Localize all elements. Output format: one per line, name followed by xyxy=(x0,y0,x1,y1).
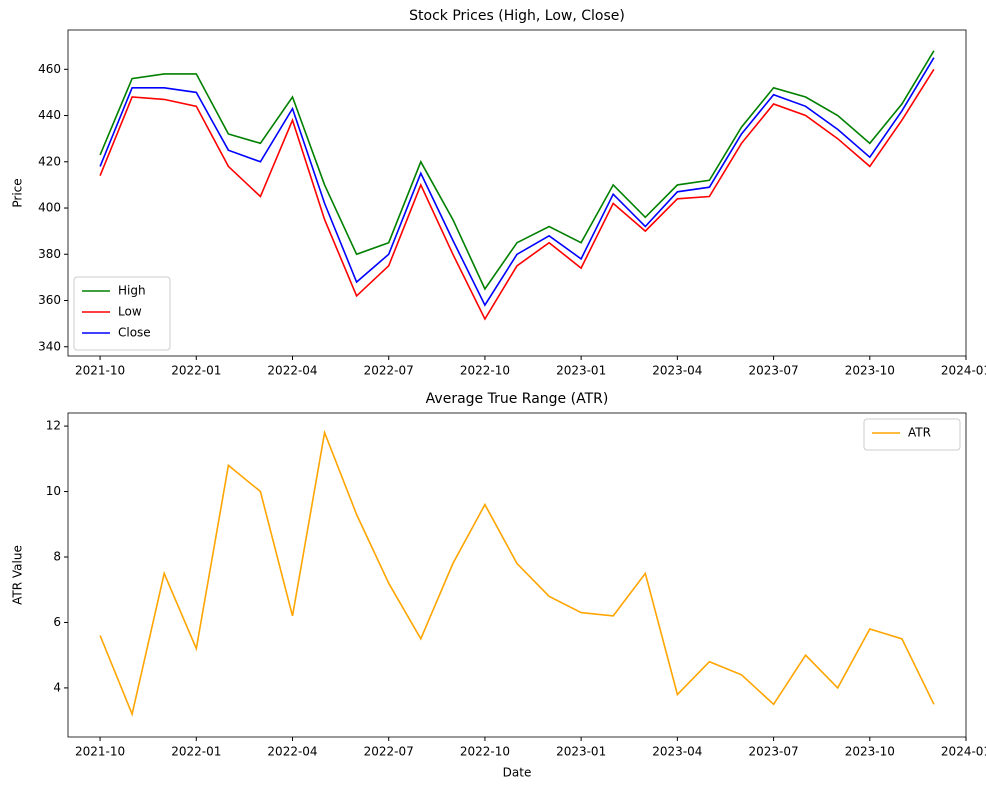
x-tick-label: 2023-10 xyxy=(845,364,895,378)
plot-frame xyxy=(67,29,967,357)
y-tick-label: 400 xyxy=(38,201,61,215)
x-tick-label: 2021-10 xyxy=(75,364,125,378)
y-tick-label: 440 xyxy=(38,108,61,122)
x-tick-label: 2022-01 xyxy=(171,745,221,759)
x-tick-label: 2023-01 xyxy=(556,364,606,378)
y-tick-label: 460 xyxy=(38,62,61,76)
x-tick-label: 2021-10 xyxy=(75,745,125,759)
chart-title: Average True Range (ATR) xyxy=(426,391,609,407)
x-tick-label: 2022-10 xyxy=(460,745,510,759)
x-tick-label: 2022-07 xyxy=(364,745,414,759)
line-series xyxy=(99,57,935,307)
x-tick-label: 2022-04 xyxy=(267,745,317,759)
line-series xyxy=(99,68,935,321)
legend-label: Close xyxy=(118,326,151,340)
legend-box xyxy=(863,418,961,451)
x-tick-label: 2024-01 xyxy=(941,364,986,378)
legend-label: High xyxy=(118,284,146,298)
y-axis-label: Price xyxy=(11,178,25,207)
legend-label: ATR xyxy=(908,426,931,440)
x-tick-label: 2022-07 xyxy=(364,364,414,378)
x-tick-label: 2023-01 xyxy=(556,745,606,759)
x-tick-label: 2023-10 xyxy=(845,745,895,759)
y-tick-label: 340 xyxy=(38,339,61,353)
x-tick-label: 2024-01 xyxy=(941,745,986,759)
legend-label: Low xyxy=(118,305,142,319)
plot-frame xyxy=(67,412,967,738)
line-series xyxy=(99,429,935,717)
y-tick-label: 12 xyxy=(46,419,61,433)
line-series xyxy=(99,50,935,291)
chart-title: Stock Prices (High, Low, Close) xyxy=(409,8,625,24)
y-tick-label: 420 xyxy=(38,154,61,168)
x-tick-label: 2023-07 xyxy=(749,364,799,378)
y-tick-label: 8 xyxy=(53,550,61,564)
x-tick-label: 2023-07 xyxy=(749,745,799,759)
x-tick-label: 2022-10 xyxy=(460,364,510,378)
x-tick-label: 2023-04 xyxy=(652,745,702,759)
x-tick-label: 2023-04 xyxy=(652,364,702,378)
x-tick-label: 2022-04 xyxy=(267,364,317,378)
x-axis-label: Date xyxy=(503,766,532,780)
y-tick-label: 380 xyxy=(38,247,61,261)
legend-box xyxy=(73,276,171,351)
x-tick-label: 2022-01 xyxy=(171,364,221,378)
y-tick-label: 4 xyxy=(53,680,61,694)
y-tick-label: 6 xyxy=(53,615,61,629)
y-axis-label: ATR Value xyxy=(11,545,25,605)
y-tick-label: 10 xyxy=(46,484,61,498)
y-tick-label: 360 xyxy=(38,293,61,307)
